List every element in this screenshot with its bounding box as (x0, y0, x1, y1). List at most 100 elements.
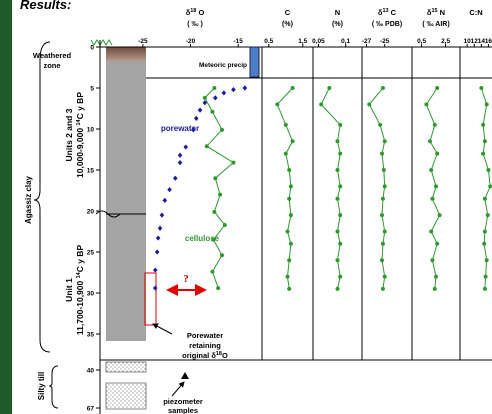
data-point (219, 127, 224, 132)
data-point (435, 241, 440, 246)
data-point (338, 241, 343, 246)
x-tick-label: 14 (478, 38, 486, 45)
data-point (172, 175, 178, 181)
data-point (157, 225, 163, 231)
x-tick-label: 10 (463, 38, 471, 45)
data-point (285, 229, 290, 234)
clay-layer (106, 61, 146, 341)
zone-label: zone (43, 61, 60, 70)
data-point (380, 286, 385, 291)
data-point (484, 258, 489, 263)
label-part: original δ (182, 351, 216, 360)
data-point (222, 222, 227, 227)
till-layer (105, 361, 147, 373)
data-point (287, 258, 292, 263)
label: Units 2 and 3 (64, 108, 74, 161)
data-point (429, 168, 434, 172)
data-point (380, 241, 385, 246)
panel-unit: ( ‰ ) (187, 21, 203, 28)
data-point (483, 274, 488, 279)
depth-tick-label: 20 (87, 209, 95, 216)
data-point (285, 274, 290, 279)
data-point (288, 241, 293, 246)
label-part: Unit 1 (64, 278, 74, 302)
data-point (197, 107, 203, 113)
profile-line (204, 87, 235, 289)
vegetation (90, 39, 113, 46)
zone-label: Agassiz clay (24, 175, 33, 224)
depth-tick-label: 35 (87, 332, 95, 339)
data-point (287, 286, 292, 291)
depth-tick-label: 40 (87, 368, 95, 375)
data-point (177, 160, 183, 166)
data-point (432, 286, 437, 291)
data-point (210, 269, 215, 274)
data-point (382, 139, 387, 144)
data-point (162, 197, 168, 203)
label: Unit 1 (64, 278, 74, 302)
data-point (283, 122, 288, 127)
question-mark: ? (183, 273, 189, 285)
panel-unit: ( ‰ AIR) (422, 21, 449, 28)
label-part: O (196, 8, 204, 17)
x-tick-label: 0,05 (312, 38, 325, 45)
label: original δ18O (182, 351, 228, 360)
panel-unit: (%) (332, 21, 343, 28)
label: retaining (189, 341, 221, 350)
data-point (290, 86, 295, 90)
data-point (213, 95, 218, 101)
highlight-box (144, 272, 157, 326)
data-point (482, 286, 487, 291)
data-point (434, 184, 438, 189)
label-part: δ (186, 8, 191, 17)
bracket (33, 41, 51, 353)
data-point (212, 209, 217, 214)
label-part: Units 2 and 3 (64, 108, 74, 161)
data-point (212, 86, 217, 90)
depth-tick-label: 15 (87, 168, 95, 175)
panel-unit: ( ‰ PDB) (372, 21, 402, 28)
data-point (242, 85, 248, 91)
label-part: 14 (76, 118, 82, 125)
data-point (488, 184, 492, 189)
label: C (285, 8, 291, 17)
profile-line (276, 87, 294, 289)
data-point (335, 229, 340, 234)
data-point (335, 139, 340, 144)
data-point (283, 151, 288, 156)
data-point (367, 102, 372, 107)
data-point (338, 122, 343, 127)
data-point (167, 187, 172, 193)
data-point (338, 274, 343, 279)
data-point (482, 139, 487, 144)
data-point (338, 213, 343, 218)
annotation-arrow (152, 323, 173, 335)
x-tick-label: 0.5 (264, 38, 273, 45)
data-point (424, 102, 429, 107)
data-point (177, 152, 183, 158)
profile-line (368, 87, 386, 289)
label: Porewater (187, 331, 223, 340)
data-point (485, 213, 490, 218)
label-part: C y BP (75, 245, 85, 273)
data-point (202, 95, 207, 100)
label-part: C y BP (75, 92, 85, 120)
x-tick-label: 2,5 (441, 38, 450, 45)
x-tick-label: 0,1 (341, 38, 350, 45)
profile-line (425, 87, 441, 289)
data-point (428, 139, 432, 144)
label-part: 15 (431, 8, 437, 14)
label-part: Porewater (187, 331, 223, 340)
data-point (381, 168, 386, 172)
data-point (319, 102, 324, 107)
data-point (380, 151, 384, 156)
data-point (221, 90, 227, 96)
series-label: cellulose (185, 234, 220, 243)
data-point (482, 241, 487, 246)
data-point (481, 151, 486, 156)
data-point (434, 274, 438, 279)
annotation: samples (168, 406, 198, 414)
data-point (213, 176, 218, 181)
